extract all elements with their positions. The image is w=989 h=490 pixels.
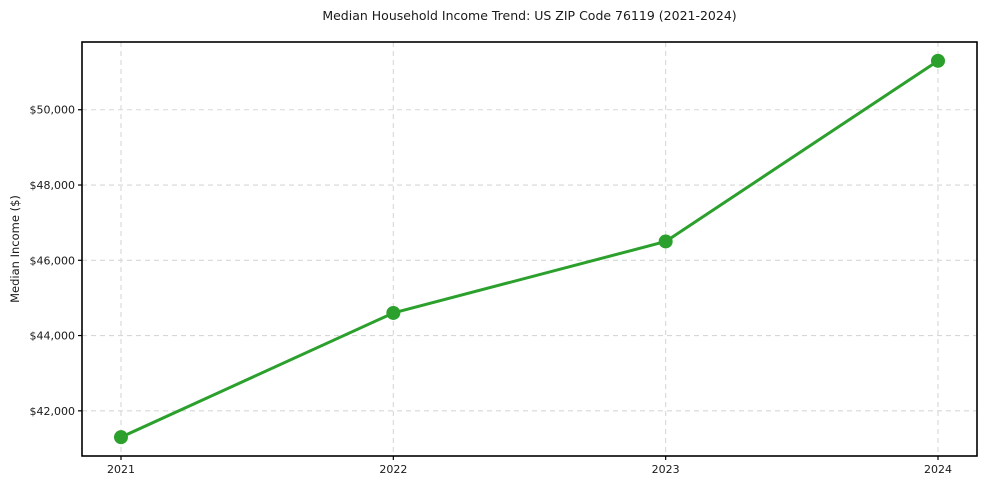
y-tick-label: $46,000 xyxy=(30,254,76,267)
x-tick-label: 2022 xyxy=(379,463,407,476)
data-point-2023 xyxy=(658,234,673,249)
plot-border xyxy=(81,41,978,457)
y-tick-label: $42,000 xyxy=(30,405,76,418)
chart-title: Median Household Income Trend: US ZIP Co… xyxy=(322,8,737,23)
y-axis-label-container: Median Income ($) xyxy=(2,42,28,456)
x-tick-label: 2021 xyxy=(107,463,135,476)
y-tick-label: $44,000 xyxy=(30,330,76,343)
data-point-2024 xyxy=(931,53,945,68)
data-point-2021 xyxy=(114,430,128,445)
trend-line xyxy=(119,59,940,439)
x-tick-label: 2024 xyxy=(924,463,952,476)
x-tick-label: 2023 xyxy=(652,463,680,476)
y-axis-label: Median Income ($) xyxy=(8,195,22,303)
y-tick-label: $48,000 xyxy=(30,179,76,192)
y-tick-label: $50,000 xyxy=(30,104,76,117)
data-point-2022 xyxy=(386,305,401,320)
